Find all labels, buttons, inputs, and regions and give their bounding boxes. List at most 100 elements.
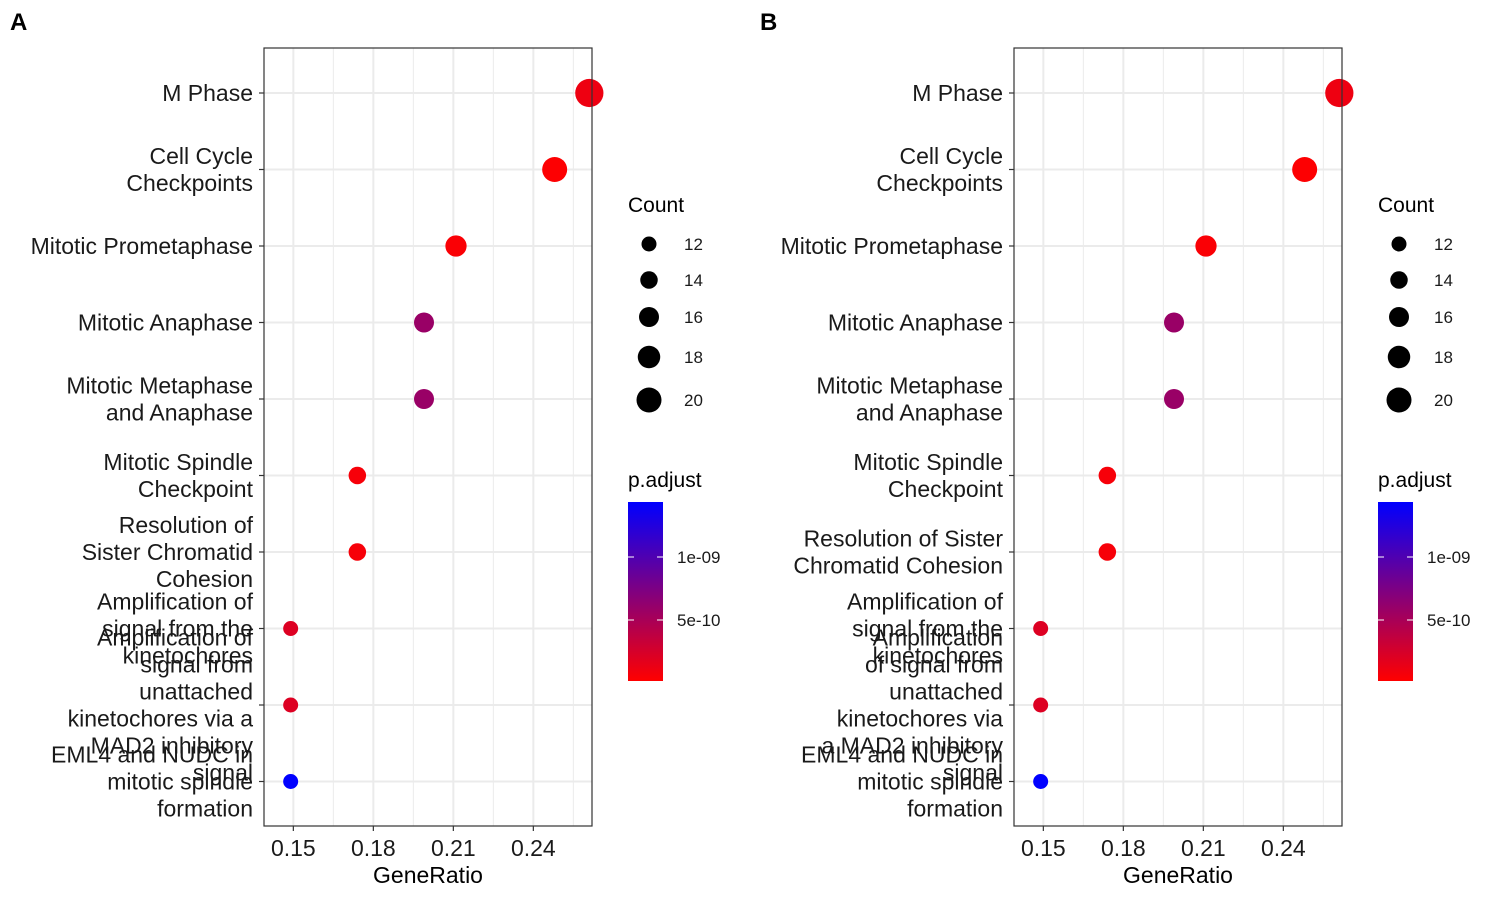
legend-count-dot <box>641 236 657 252</box>
data-point <box>1164 312 1184 333</box>
y-tick-label-line: signal from <box>141 652 253 678</box>
data-point <box>283 774 299 789</box>
y-tick-label-line: Amplification <box>873 625 1003 651</box>
y-tick-label-line: Resolution of <box>119 512 254 538</box>
y-tick-label-line: Mitotic Spindle <box>853 449 1003 475</box>
legend-count-dot <box>1387 345 1411 369</box>
y-tick-label-line: signal <box>193 760 253 786</box>
data-point <box>414 389 434 409</box>
legend-padj-label: 1e-09 <box>1427 548 1470 567</box>
y-tick-label-line: M Phase <box>912 80 1003 106</box>
y-tick-label: Amplification of signal from unattached kin… <box>821 625 1003 786</box>
legend-count-label: 12 <box>684 235 703 254</box>
y-tick-label: Amplification of signal from the kinetocho… <box>847 589 1004 669</box>
y-tick-label: Cell Cycle Checkpoints <box>126 143 253 196</box>
legend-count-label: 14 <box>684 271 703 290</box>
x-tick-label: 0.18 <box>351 835 396 861</box>
legend-count-dot <box>1386 387 1412 413</box>
y-tick-label-line: Checkpoints <box>126 170 253 196</box>
y-tick-label: Mitotic Spindle Checkpoint <box>103 449 253 502</box>
y-tick-label: Mitotic Prometaphase <box>31 233 253 259</box>
legend-padj-title: p.adjust <box>1378 469 1452 492</box>
y-tick-label-line: Mitotic Anaphase <box>828 310 1003 336</box>
y-tick-label: Mitotic Prometaphase <box>781 233 1003 259</box>
x-tick-label: 0.24 <box>1261 835 1306 861</box>
x-tick-label: 0.15 <box>271 835 316 861</box>
data-point <box>1292 157 1318 182</box>
data-point <box>575 78 604 108</box>
data-point <box>283 697 299 713</box>
y-tick-label-line: kinetochores <box>123 643 253 669</box>
y-tick-label-line: Mitotic Anaphase <box>78 310 253 336</box>
y-tick-label-line: signal from the <box>102 616 253 642</box>
y-tick-label: Mitotic Spindle Checkpoint <box>853 449 1003 502</box>
plot-border <box>1013 47 1343 827</box>
y-tick-label-line: kinetochores via <box>837 706 1003 732</box>
y-tick-label-line: signal <box>943 760 1003 786</box>
y-tick-label-line: Mitotic Metaphase <box>66 373 253 399</box>
y-tick-label-line: Checkpoint <box>138 476 254 502</box>
y-tick-label-line: MAD2 inhibitory <box>91 733 254 759</box>
legend-count-label: 18 <box>1434 348 1453 367</box>
y-tick-label-line: of signal from <box>865 652 1003 678</box>
legend-count-label: 18 <box>684 348 703 367</box>
legend-count-label: 16 <box>1434 308 1453 327</box>
y-tick-label: EML4 and NUDC in mitotic spindle formation <box>51 742 253 822</box>
y-tick-label: Resolution of Sister Chromatid Cohesion <box>793 526 1003 579</box>
x-tick-label: 0.21 <box>1181 835 1226 861</box>
x-tick-label: 0.18 <box>1101 835 1146 861</box>
x-axis-title: GeneRatio <box>373 862 483 888</box>
y-tick-label-line: unattached <box>139 679 253 705</box>
y-tick-label: Amplification of signal from unattached kin… <box>68 625 254 786</box>
x-tick-label: 0.21 <box>431 835 476 861</box>
legend-padj-colorbar <box>628 502 663 681</box>
legend-count-label: 12 <box>1434 235 1453 254</box>
legend-count-label: 14 <box>1434 271 1453 290</box>
y-tick-label: Cell Cycle Checkpoints <box>876 143 1003 196</box>
y-tick-label-line: Mitotic Prometaphase <box>31 233 253 259</box>
data-point <box>283 621 299 636</box>
y-tick-label-line: M Phase <box>162 80 253 106</box>
y-tick-label-line: Cell Cycle <box>899 143 1003 169</box>
y-tick-label-line: Amplification of <box>97 589 254 615</box>
y-tick-label-line: formation <box>157 796 253 822</box>
y-tick-label-line: Checkpoint <box>888 476 1004 502</box>
x-tick-label: 0.24 <box>511 835 556 861</box>
y-tick-label: Mitotic Metaphase and Anaphase <box>816 373 1003 426</box>
y-tick-label: Resolution of Sister Chromatid Cohesion <box>82 512 254 592</box>
y-tick-label-line: Checkpoints <box>876 170 1003 196</box>
legend-count-dot <box>1391 236 1407 252</box>
y-tick-label-line: Mitotic Prometaphase <box>781 233 1003 259</box>
data-point <box>1033 621 1049 636</box>
legend-padj-colorbar <box>1378 502 1413 681</box>
legend-count-dot <box>1390 271 1408 289</box>
y-tick-label-line: Amplification of <box>97 625 254 651</box>
y-tick-label-line: Cohesion <box>156 566 253 592</box>
y-tick-label: Amplification of signal from the kinetocho… <box>97 589 254 669</box>
legend-padj-label: 5e-10 <box>1427 611 1470 630</box>
y-tick-label-line: Mitotic Spindle <box>103 449 253 475</box>
data-point <box>1164 389 1184 409</box>
data-point <box>445 235 467 257</box>
data-point <box>1325 78 1354 108</box>
y-tick-label: Mitotic Anaphase <box>828 310 1003 336</box>
y-tick-label-line: kinetochores via a <box>68 706 254 732</box>
panel-label: B <box>760 9 777 36</box>
y-tick-label: M Phase <box>162 80 253 106</box>
y-tick-label-line: Sister Chromatid <box>82 539 253 565</box>
data-point <box>542 157 568 182</box>
data-point <box>348 466 367 485</box>
y-tick-label-line: mitotic spindle <box>107 769 253 795</box>
y-tick-label: M Phase <box>912 80 1003 106</box>
panel-b: B M Phase Cell Cycle Checkpoints Mitotic Pro… <box>760 9 1470 888</box>
y-tick-label: Mitotic Metaphase and Anaphase <box>66 373 253 426</box>
plot-border <box>263 47 593 827</box>
y-tick-label-line: kinetochores <box>873 643 1003 669</box>
y-tick-label-line: Mitotic Metaphase <box>816 373 1003 399</box>
legend-padj-title: p.adjust <box>628 469 702 492</box>
legend-count-dot <box>636 387 662 413</box>
panel-a: A M Phase Cell Cycle Checkpoints Mitotic Pro… <box>10 9 720 888</box>
y-tick-label-line: mitotic spindle <box>857 769 1003 795</box>
data-point <box>348 543 367 561</box>
legend-count-dot <box>639 307 659 327</box>
